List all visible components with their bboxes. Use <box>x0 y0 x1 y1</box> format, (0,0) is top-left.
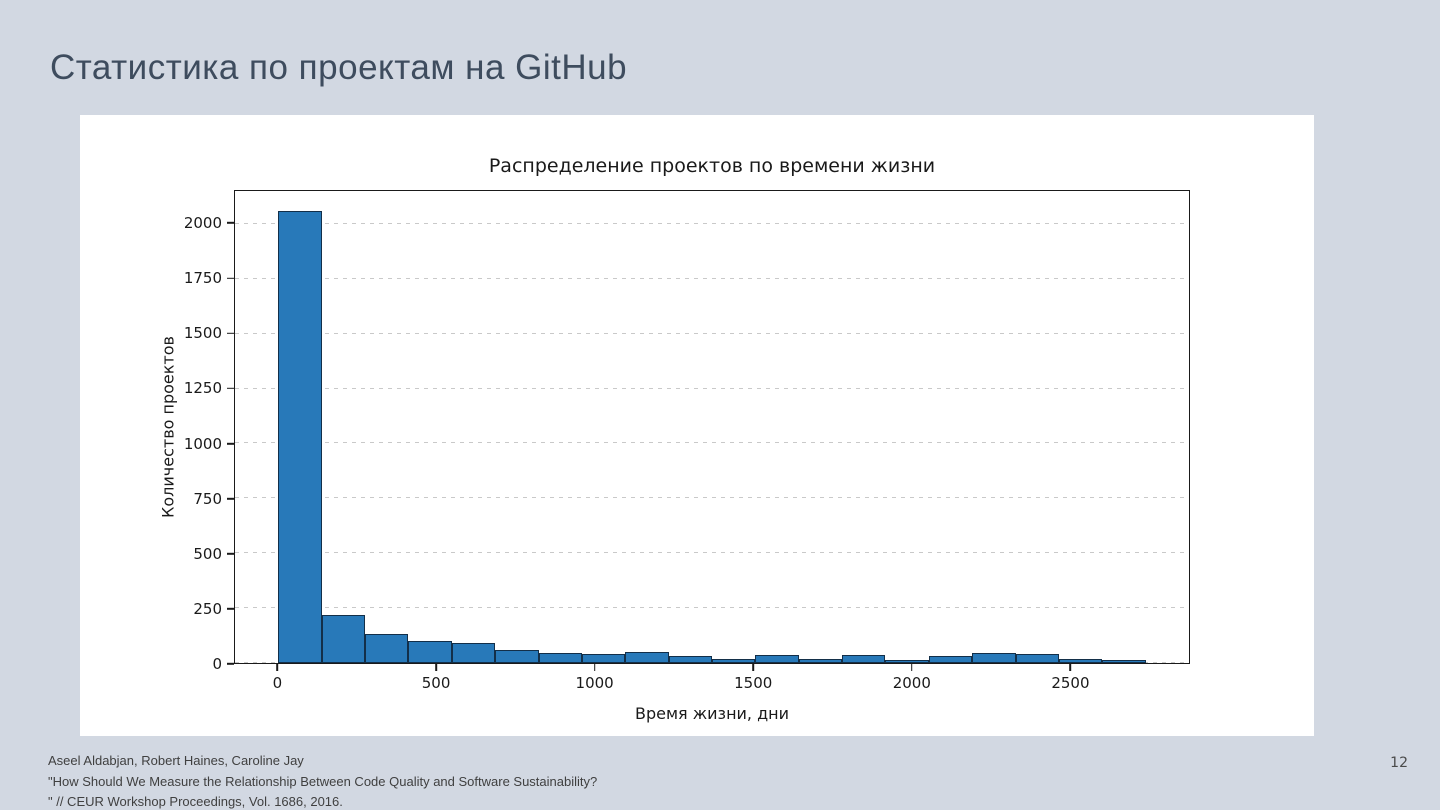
x-tick-mark <box>752 664 755 671</box>
y-tick-label: 500 <box>193 544 222 563</box>
histogram-bar <box>712 658 756 663</box>
histogram-bar <box>798 658 843 663</box>
x-tick-mark <box>911 664 913 671</box>
x-tick-mark <box>435 664 437 671</box>
x-tick-label: 0 <box>272 674 283 692</box>
histogram-bar <box>321 614 366 663</box>
x-tick-label: 2500 <box>1051 674 1090 692</box>
y-axis-label: Количество проектов <box>158 336 178 518</box>
y-tick-mark <box>227 442 234 445</box>
x-tick-mark <box>593 664 596 671</box>
y-tick-label: 250 <box>193 599 222 618</box>
histogram-bar <box>928 656 973 663</box>
x-tick-label: 1000 <box>575 674 614 692</box>
y-tick-mark <box>227 663 234 665</box>
x-tick-label: 500 <box>421 674 451 692</box>
histogram-bar <box>625 652 669 663</box>
histogram-bar <box>755 655 799 663</box>
plot-wrap: 0 250 500 750 1000 1250 1500 1750 2000 0 500 1000 15… <box>184 190 1190 692</box>
x-tick-label: 1500 <box>734 674 773 692</box>
histogram-bar <box>538 653 582 663</box>
y-tick-mark <box>227 332 234 335</box>
y-tick-mark <box>227 387 234 390</box>
histogram-bar <box>885 659 929 663</box>
plot-area <box>234 190 1190 664</box>
x-tick-mark <box>276 664 279 671</box>
gridline <box>235 442 1189 444</box>
y-tick-label: 1750 <box>183 269 222 288</box>
y-tick-label: 750 <box>193 489 222 508</box>
histogram-bar <box>668 656 712 663</box>
gridline <box>235 332 1189 334</box>
x-tick-mark <box>1069 664 1072 671</box>
x-tick-label: 2000 <box>892 674 931 692</box>
histogram-bar <box>451 643 496 663</box>
y-tick-label: 0 <box>212 655 222 673</box>
y-tick-label: 2000 <box>183 214 222 233</box>
y-tick-label: 1500 <box>183 324 222 343</box>
slide-title: Статистика по проектам на GitHub <box>50 48 628 87</box>
y-tick-mark <box>227 608 234 610</box>
y-tick-mark <box>227 277 234 279</box>
chart-panel: Распределение проектов по времени жизни … <box>80 115 1314 736</box>
citation-line: " // CEUR Workshop Proceedings, Vol. 168… <box>48 794 343 809</box>
histogram-bar <box>581 654 626 663</box>
y-tick-mark <box>227 552 234 555</box>
gridline <box>235 552 1189 554</box>
histogram-bar <box>972 653 1016 663</box>
gridline <box>235 607 1189 609</box>
x-axis-label: Время жизни, дни <box>634 704 790 723</box>
y-tick-label: 1250 <box>183 379 222 398</box>
gridline <box>235 277 1189 279</box>
citation-line: Aseel Aldabjan, Robert Haines, Caroline … <box>48 753 304 768</box>
y-tick-mark <box>227 497 234 500</box>
histogram-bar <box>1058 658 1103 663</box>
gridline <box>235 222 1189 224</box>
histogram-bar <box>408 641 452 663</box>
histogram-bar <box>365 634 409 663</box>
y-tick-mark <box>227 222 234 224</box>
gridline <box>235 497 1189 499</box>
histogram-bar <box>1102 659 1146 663</box>
gridline <box>235 387 1189 389</box>
page-number: 12 <box>1390 755 1408 771</box>
citation-line: "How Should We Measure the Relationship … <box>48 773 598 789</box>
y-tick-label: 1000 <box>183 434 222 453</box>
citation: Aseel Aldabjan, Robert Haines, Caroline … <box>48 751 597 810</box>
histogram-bar <box>842 655 886 663</box>
histogram-bar <box>495 649 539 663</box>
chart-title: Распределение проектов по времени жизни <box>488 155 936 177</box>
histogram-bar <box>278 210 322 663</box>
histogram-bar <box>1015 654 1059 663</box>
